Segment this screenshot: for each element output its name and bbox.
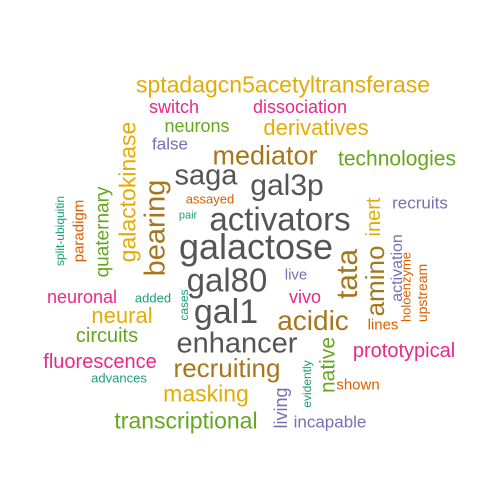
word-recruiting: recruiting: [173, 353, 281, 383]
word-fluorescence: fluorescence: [43, 351, 157, 373]
word-gal3p: gal3p: [250, 169, 324, 202]
word-cases: cases: [177, 289, 191, 321]
word-false: false: [152, 134, 188, 154]
word-tata: tata: [331, 248, 364, 300]
word-neuronal: neuronal: [46, 287, 118, 307]
word-pair: pair: [178, 209, 198, 222]
word-gal1: gal1: [193, 293, 259, 331]
word-evidently: evidently: [300, 360, 314, 408]
word-prototypical: prototypical: [352, 340, 456, 362]
word-native: native: [316, 336, 340, 394]
word-paradigm: paradigm: [70, 199, 88, 263]
word-sptadagcn5acetyltransferase: sptadagcn5acetyltransferase: [135, 71, 431, 98]
word-circuits: circuits: [75, 325, 139, 347]
word-bearing: bearing: [139, 179, 172, 277]
word-advances: advances: [91, 370, 147, 386]
word-upstream: upstream: [414, 263, 430, 323]
word-gal80: gal80: [186, 261, 268, 299]
word-added: added: [134, 290, 172, 306]
word-masking: masking: [163, 380, 249, 407]
word-inert: inert: [363, 197, 385, 237]
word-dissociation: dissociation: [252, 97, 348, 117]
word-live: live: [284, 266, 308, 284]
word-activators: activators: [209, 200, 351, 238]
word-holoenzyme: holoenzyme: [398, 251, 414, 323]
word-lines: lines: [367, 316, 399, 334]
word-recruits: recruits: [392, 193, 448, 213]
word-saga: saga: [174, 159, 238, 192]
word-split-ubiquitin: split-ubiquitin: [53, 195, 67, 267]
word-vivo: vivo: [288, 287, 322, 307]
word-quaternary: quaternary: [92, 186, 114, 278]
word-incapable: incapable: [293, 412, 367, 432]
word-neural: neural: [91, 303, 153, 328]
word-enhancer: enhancer: [176, 327, 298, 360]
word-neurons: neurons: [164, 116, 230, 136]
word-galactose: galactose: [178, 226, 334, 267]
word-technologies: technologies: [338, 147, 456, 171]
word-assayed: assayed: [185, 191, 235, 207]
word-transcriptional: transcriptional: [114, 407, 258, 434]
word-living: living: [271, 387, 291, 429]
word-shown: shown: [336, 376, 380, 394]
word-mediator: mediator: [212, 140, 318, 171]
word-acidic: acidic: [277, 305, 349, 336]
word-amino: amino: [360, 245, 390, 317]
word-derivatives: derivatives: [263, 115, 369, 140]
word-switch: switch: [148, 97, 200, 117]
word-galactokinase: galactokinase: [114, 121, 141, 263]
